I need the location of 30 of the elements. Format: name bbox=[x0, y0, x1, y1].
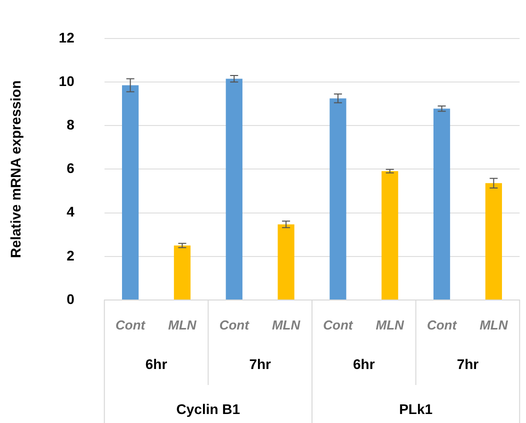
text: 6hr bbox=[145, 356, 168, 372]
bar bbox=[485, 183, 502, 300]
bar bbox=[278, 224, 294, 300]
text: 7hr bbox=[456, 356, 480, 372]
text: Cyclin B1 bbox=[176, 400, 240, 417]
bar bbox=[174, 246, 191, 300]
y-axis-title: Relative mRNA expression bbox=[7, 80, 24, 258]
text: PLk1 bbox=[399, 400, 433, 417]
bar bbox=[330, 98, 346, 300]
x-tick-label: MLN bbox=[272, 317, 301, 332]
y-tick-label: 10 bbox=[58, 72, 75, 89]
bar bbox=[122, 85, 139, 300]
x-tick-label: MLN bbox=[168, 317, 197, 332]
x-tick-label: Cont bbox=[426, 317, 458, 332]
y-tick-label: 2 bbox=[66, 247, 75, 264]
x-tick-label: Cont bbox=[116, 317, 146, 332]
bar bbox=[433, 108, 450, 300]
x-tick-label: Cont bbox=[323, 317, 354, 332]
y-tick-label: 8 bbox=[66, 116, 75, 132]
x-tick-label: MLN bbox=[480, 317, 508, 332]
x-tick-label: Cont bbox=[219, 317, 250, 332]
y-tick-label: 6 bbox=[66, 160, 75, 176]
x-tick-label: MLN bbox=[376, 317, 405, 332]
y-tick-label: 12 bbox=[58, 29, 75, 46]
text: 7hr bbox=[249, 356, 272, 372]
y-tick-label: 4 bbox=[66, 204, 75, 220]
bar bbox=[382, 171, 398, 300]
bar bbox=[226, 78, 242, 300]
text: 6hr bbox=[353, 356, 376, 372]
y-tick-label: 0 bbox=[66, 290, 75, 307]
